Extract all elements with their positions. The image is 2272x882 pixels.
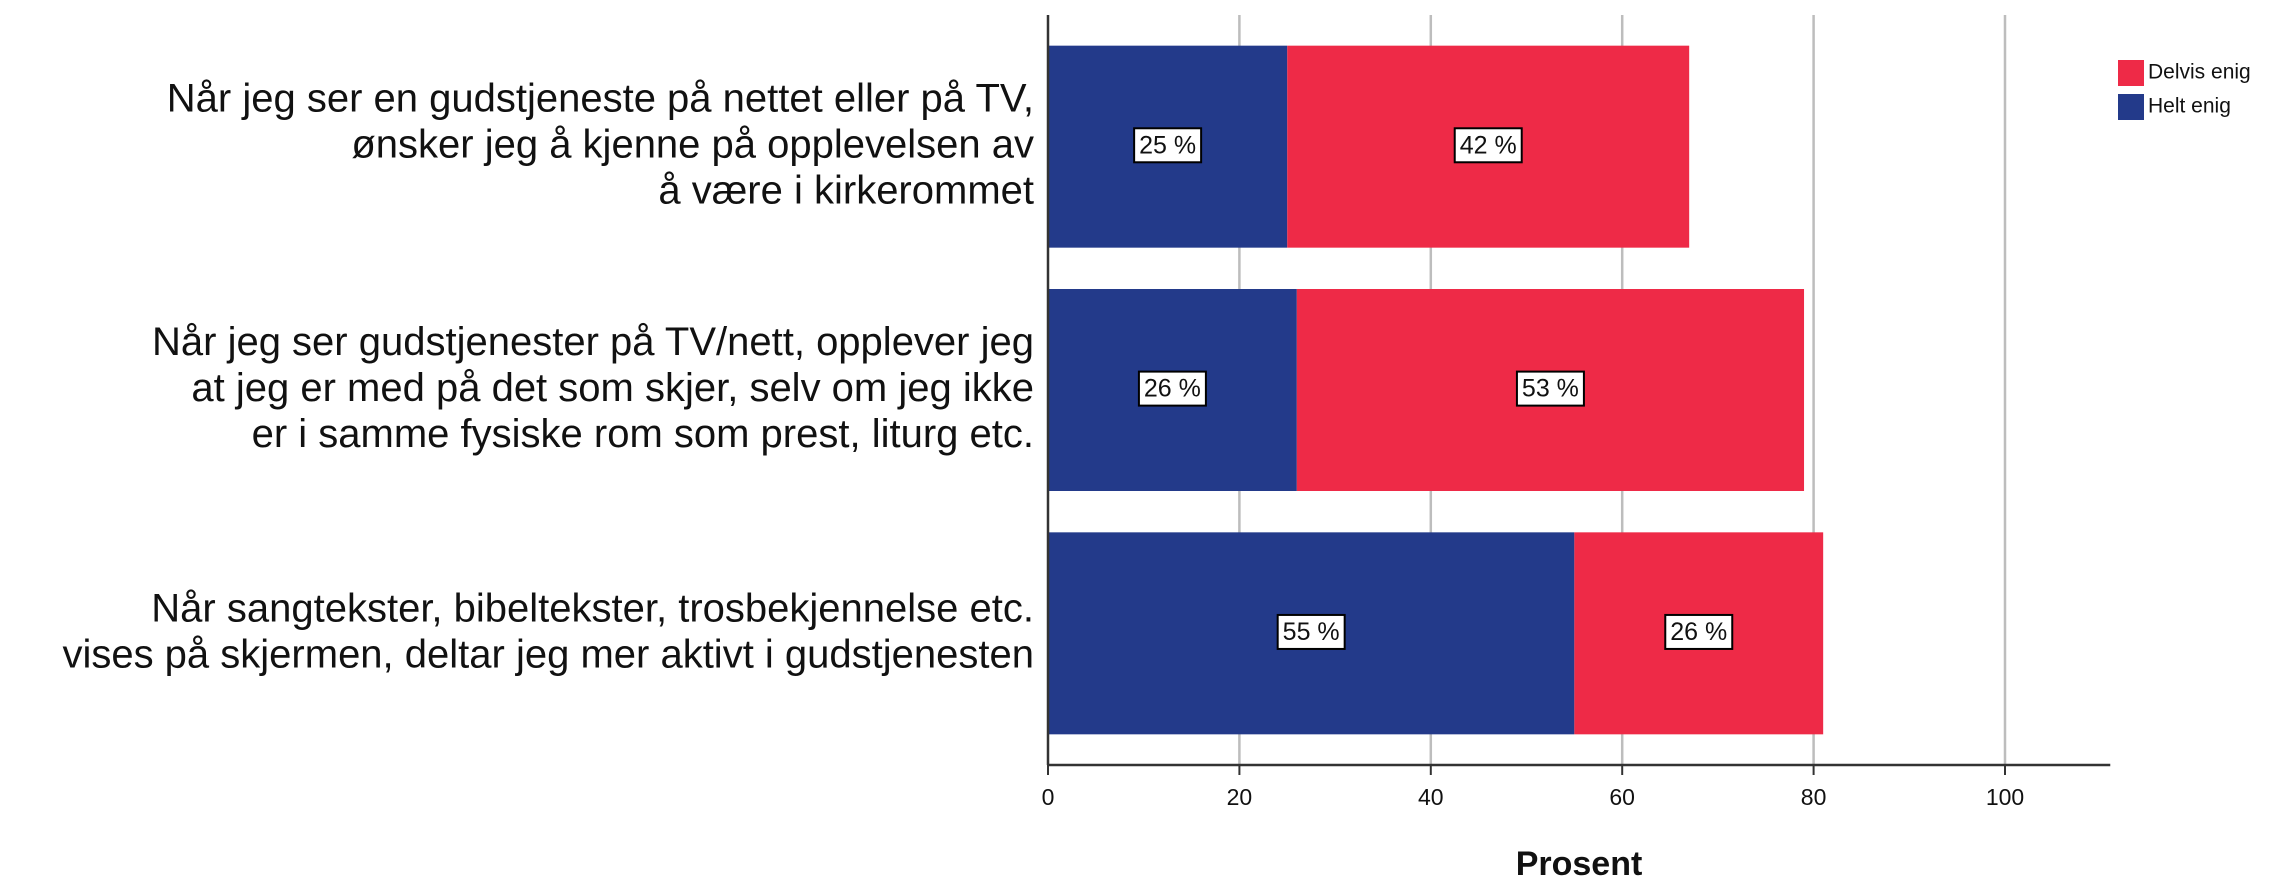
data-label: 42 % <box>1453 127 1523 164</box>
category-label: Når sangtekster, bibeltekster, trosbekje… <box>62 586 1034 676</box>
data-label-text: 26 % <box>1670 618 1727 646</box>
x-tick-label: 80 <box>1801 784 1827 810</box>
legend-label: Delvis enig <box>2148 61 2251 84</box>
data-label-box <box>1133 127 1203 164</box>
data-label-box <box>1453 127 1523 164</box>
data-label: 55 % <box>1276 613 1346 650</box>
data-label-box <box>1137 370 1207 407</box>
data-label-text: 25 % <box>1139 131 1196 159</box>
x-tick-label: 100 <box>1986 784 2024 810</box>
data-label-text: 53 % <box>1522 375 1579 403</box>
x-axis-label: Prosent <box>1516 845 1643 882</box>
x-tick-label: 40 <box>1418 784 1444 810</box>
category-label: Når jeg ser en gudstjeneste på nettet el… <box>167 76 1034 212</box>
data-label-box <box>1515 370 1585 407</box>
x-tick-label: 60 <box>1609 784 1635 810</box>
data-label-text: 55 % <box>1283 618 1340 646</box>
x-tick-label: 20 <box>1227 784 1253 810</box>
data-label: 26 % <box>1664 613 1734 650</box>
legend-swatch <box>2118 94 2144 120</box>
data-label-text: 26 % <box>1144 375 1201 403</box>
data-label-text: 42 % <box>1460 131 1517 159</box>
legend-swatch <box>2118 60 2144 86</box>
data-label-box <box>1276 613 1346 650</box>
data-label: 26 % <box>1137 370 1207 407</box>
category-label: Når jeg ser gudstjenester på TV/nett, op… <box>152 320 1034 456</box>
data-label: 25 % <box>1133 127 1203 164</box>
x-tick-label: 0 <box>1042 784 1055 810</box>
legend: Delvis enig Helt enig <box>2118 60 2251 120</box>
data-label: 53 % <box>1515 370 1585 407</box>
data-label-box <box>1664 613 1734 650</box>
legend-label: Helt enig <box>2148 95 2231 118</box>
